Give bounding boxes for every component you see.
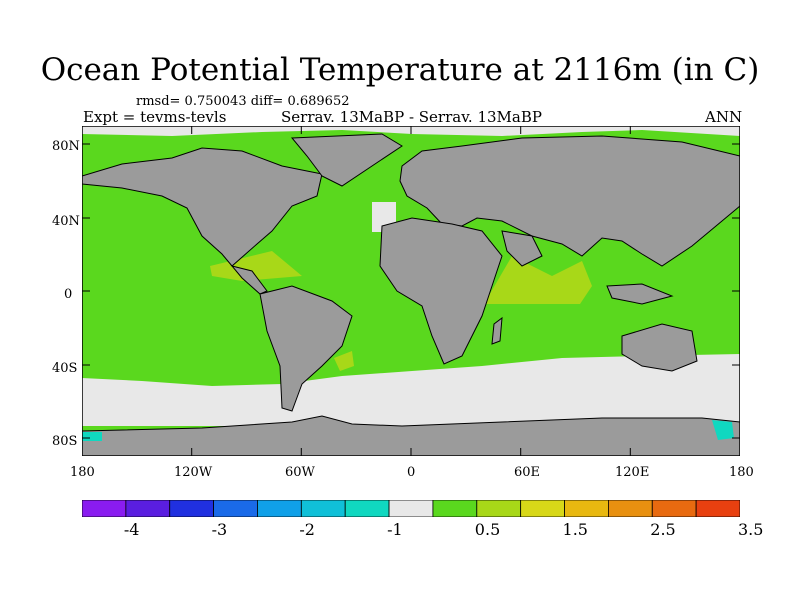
maritime-continent [606, 283, 674, 305]
colorbar-swatch [125, 500, 171, 517]
madagascar [491, 316, 503, 345]
stats-label: rmsd= 0.750043 diff= 0.689652 [136, 94, 350, 109]
colorbar-swatch [695, 500, 740, 517]
colorbar-swatch [432, 500, 478, 517]
colorbar-label: -3 [211, 520, 228, 539]
colorbar-swatch [388, 500, 434, 517]
lon-label-180w: 180 [70, 465, 95, 480]
caribbean-warm [210, 251, 302, 281]
lon-label-60w: 60W [285, 465, 315, 480]
temperature-map [82, 126, 740, 456]
colorbar-swatch [651, 500, 697, 517]
colorbar-swatch [608, 500, 653, 517]
indian-ocean-warm [484, 256, 592, 304]
lat-label-80n: 80N [52, 139, 80, 154]
colorbar-swatch [169, 500, 214, 517]
colorbar-swatch [300, 500, 346, 517]
colorbar-swatch [476, 500, 522, 517]
lat-label-40n: 40N [52, 214, 80, 229]
colorbar-swatch [82, 500, 127, 517]
southern-ocean-zero [82, 354, 740, 426]
arabian-peninsula [501, 230, 543, 267]
colorbar-swatch [344, 500, 390, 517]
africa [379, 217, 503, 365]
colorbar-swatch [213, 500, 258, 517]
weddell-cold [82, 432, 102, 441]
map-ticks [82, 126, 740, 456]
lat-label-80s: 80S [52, 434, 78, 449]
ross-sea-cold [712, 420, 734, 440]
lon-label-0: 0 [407, 465, 416, 480]
colorbar [82, 500, 740, 517]
colorbar-swatch [257, 500, 302, 517]
map-title: Ocean Potential Temperature at 2116m (in… [40, 52, 760, 88]
colorbar-label: 0.5 [474, 520, 501, 539]
central-america [230, 265, 268, 295]
lon-label-180e: 180 [729, 465, 754, 480]
australia [621, 323, 698, 372]
south-atlantic-warm [334, 351, 354, 371]
colorbar-label: 2.5 [650, 520, 676, 539]
colorbar-label: -4 [123, 520, 140, 539]
experiment-label: Expt = tevms-tevls [83, 108, 227, 126]
lat-label-0: 0 [64, 287, 73, 302]
colorbar-label: -1 [387, 520, 403, 539]
colorbar-swatch [520, 500, 565, 517]
lat-label-40s: 40S [52, 361, 78, 376]
colorbar-label: 3.5 [738, 520, 764, 539]
south-america [259, 285, 353, 412]
season-label: ANN [705, 108, 743, 126]
colorbar-swatch [564, 500, 609, 517]
lon-label-60e: 60E [514, 465, 541, 480]
case-label: Serrav. 13MaBP - Serrav. 13MaBP [281, 108, 542, 126]
colorbar-label: 1.5 [562, 520, 588, 539]
colorbar-label: -2 [299, 520, 315, 539]
lon-label-120w: 120W [174, 465, 213, 480]
antarctica [82, 415, 740, 456]
lon-label-120e: 120E [615, 465, 650, 480]
greenland [290, 133, 403, 187]
north-america [82, 147, 323, 267]
